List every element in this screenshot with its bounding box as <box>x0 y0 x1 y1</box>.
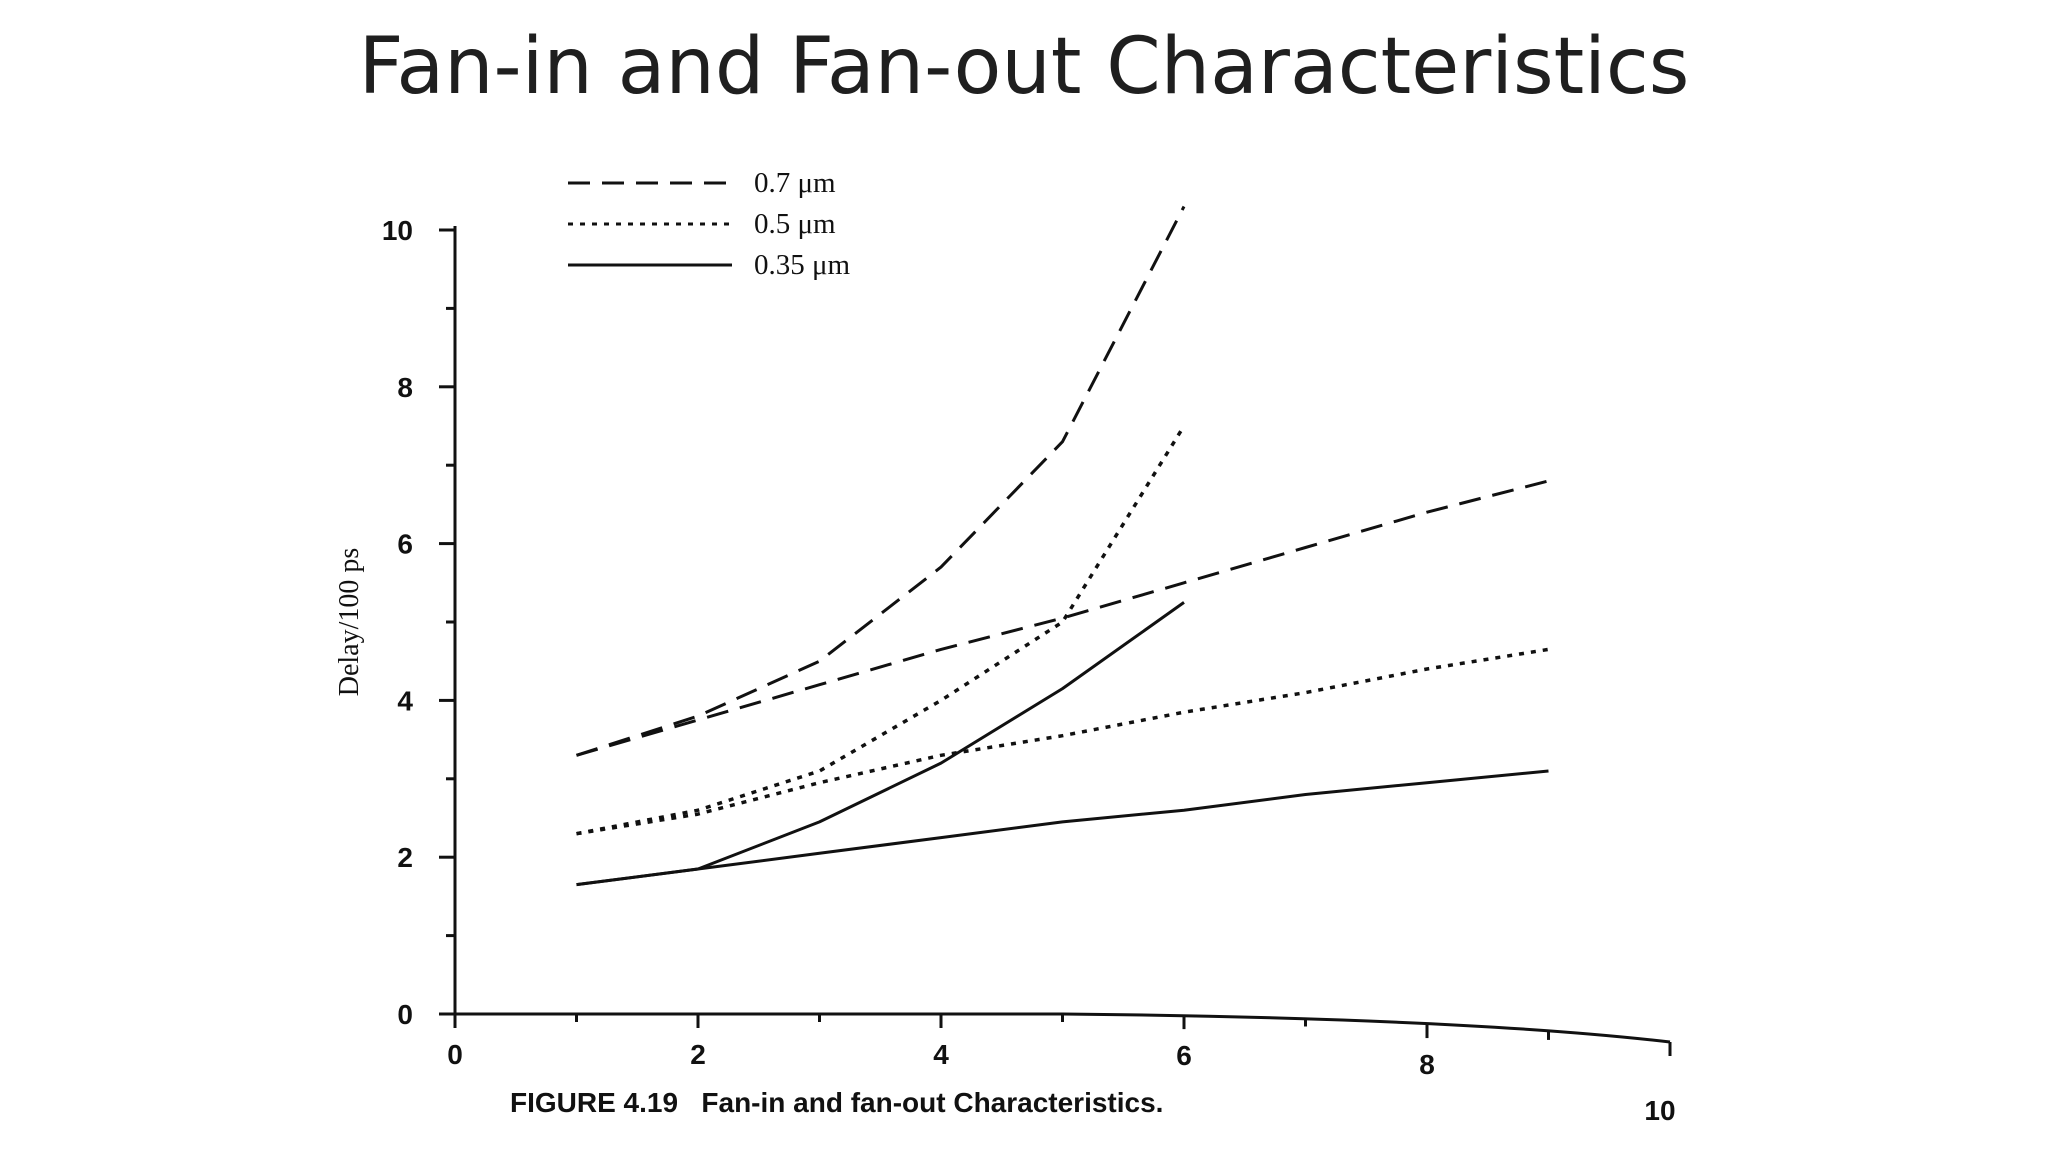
page-title: Fan-in and Fan-out Characteristics <box>358 22 1690 112</box>
chart-axes: 0 2 4 6 8 10 0 2 4 6 8 10 <box>382 215 1676 1126</box>
x-tick-label: 0 <box>447 1039 463 1070</box>
figure-caption: FIGURE 4.19 Fan-in and fan-out Character… <box>510 1087 1163 1118</box>
series-layer <box>576 205 1549 887</box>
x-axis-line <box>455 1012 1671 1044</box>
legend-label: 0.5 μm <box>754 208 836 240</box>
series-line-solid-6 <box>576 769 1549 887</box>
x-tick-label: 2 <box>690 1039 706 1070</box>
series-line-dashed-1 <box>576 205 1186 757</box>
y-tick-label: 0 <box>397 999 413 1030</box>
x-tick-label: 8 <box>1419 1049 1435 1080</box>
x-tick-label: 6 <box>1176 1040 1192 1071</box>
series-line-dotted-4 <box>576 647 1549 836</box>
series-line-dotted-3 <box>576 425 1186 836</box>
y-tick-label: 2 <box>397 842 413 873</box>
series-line-solid-5 <box>576 601 1185 887</box>
x-tick-label: 4 <box>933 1039 949 1070</box>
legend: 0.7 μm 0.5 μm 0.35 μm <box>568 167 851 281</box>
legend-label: 0.7 μm <box>754 167 836 199</box>
series-line-dashed-2 <box>576 479 1549 757</box>
y-tick-label: 8 <box>397 372 413 403</box>
y-tick-label: 10 <box>382 215 413 246</box>
x-tick-label: 10 <box>1644 1095 1675 1126</box>
legend-label: 0.35 μm <box>754 249 851 281</box>
y-tick-label: 4 <box>397 685 413 716</box>
y-axis-label: Delay/100 ps <box>334 548 365 697</box>
y-tick-label: 6 <box>397 529 413 560</box>
